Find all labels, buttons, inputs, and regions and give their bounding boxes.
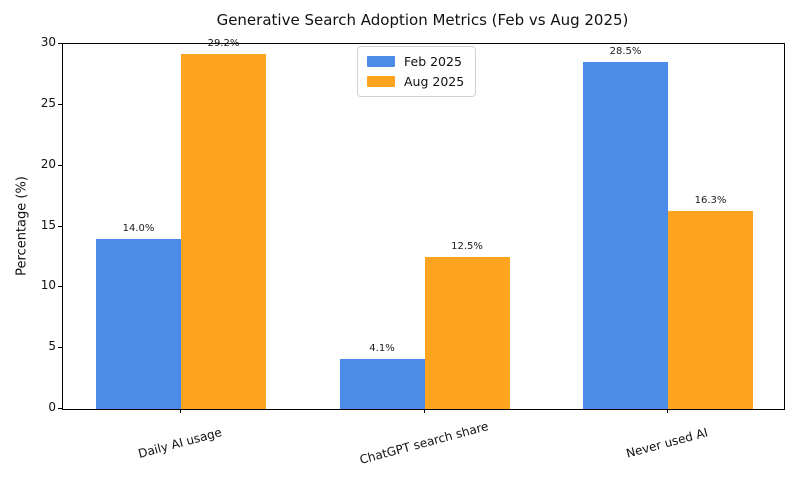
- x-tick-mark: [667, 409, 668, 413]
- bar-value-label: 16.3%: [694, 194, 727, 206]
- bar-feb-2025: [583, 62, 668, 409]
- y-tick-label: 20: [40, 156, 56, 171]
- y-tick-label: 5: [48, 339, 56, 354]
- bar-value-label: 14.0%: [122, 222, 155, 234]
- x-tick-mark: [423, 409, 425, 413]
- y-tick-mark: [58, 225, 62, 227]
- bar-value-label: 29.2%: [207, 37, 240, 49]
- legend-swatch-feb: [367, 56, 395, 67]
- y-tick-label: 0: [48, 400, 56, 414]
- y-tick-label: 25: [40, 95, 56, 110]
- bar-aug-2025: [181, 53, 266, 409]
- y-tick-mark: [58, 347, 62, 349]
- y-tick-label: 30: [40, 35, 56, 49]
- y-tick-mark: [58, 286, 62, 288]
- legend-entry-aug: Aug 2025: [367, 74, 464, 89]
- bar-value-label: 28.5%: [609, 46, 642, 58]
- plot-area: Feb 2025 Aug 2025 14.0% 4.1% 28.5% 29.2% 12.…: [62, 38, 785, 410]
- legend-swatch-aug: [367, 76, 395, 87]
- y-tick-label: 15: [40, 217, 56, 232]
- y-tick-label: 10: [40, 278, 56, 293]
- bar-feb-2025: [96, 238, 181, 409]
- legend: Feb 2025 Aug 2025: [357, 46, 477, 97]
- legend-label-aug: Aug 2025: [404, 74, 465, 89]
- bar-value-label: 4.1%: [369, 343, 395, 355]
- legend-label-feb: Feb 2025: [404, 54, 462, 69]
- x-tick-label: Never used AI: [624, 425, 710, 461]
- y-tick-mark: [58, 164, 62, 166]
- y-tick-mark: [58, 103, 62, 105]
- bar-aug-2025: [424, 256, 510, 409]
- legend-entry-feb: Feb 2025: [367, 54, 464, 69]
- bar-feb-2025: [339, 359, 425, 409]
- y-tick-mark: [58, 43, 62, 44]
- bar-aug-2025: [668, 210, 753, 409]
- bar-value-label: 12.5%: [451, 240, 483, 252]
- x-tick-label: ChatGPT search share: [357, 419, 490, 467]
- y-tick-mark: [58, 408, 62, 409]
- x-tick-label: Daily AI usage: [136, 425, 224, 461]
- x-tick-mark: [180, 409, 181, 413]
- chart-title: Generative Search Adoption Metrics (Feb …: [216, 11, 629, 29]
